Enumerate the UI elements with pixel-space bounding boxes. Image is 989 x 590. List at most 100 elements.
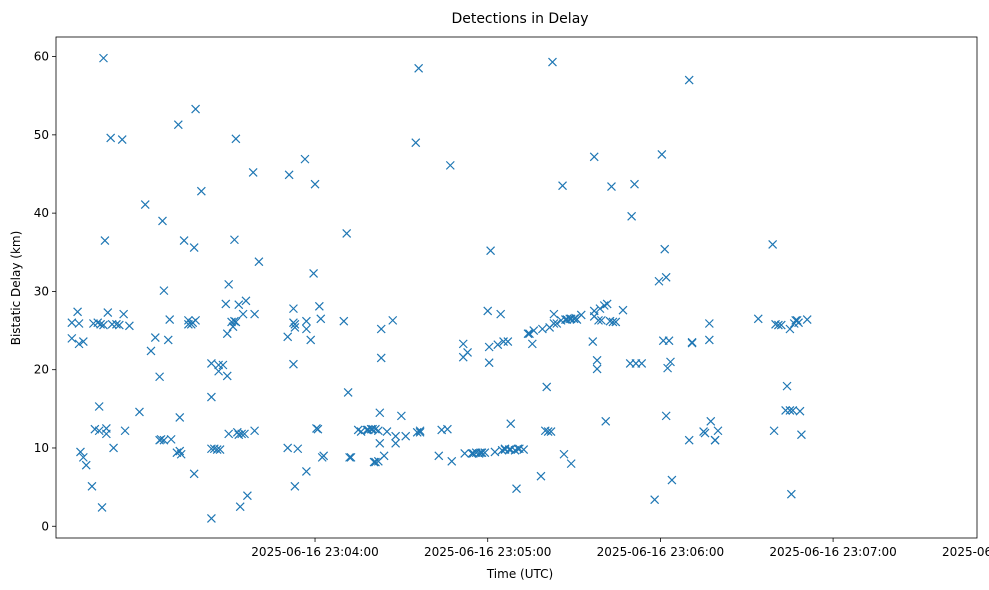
data-point — [546, 427, 556, 436]
data-point — [159, 286, 169, 296]
data-point — [687, 337, 697, 347]
data-point — [602, 299, 612, 309]
data-point — [106, 133, 116, 143]
data-point — [463, 348, 472, 357]
data-point — [76, 447, 85, 457]
data-point — [228, 322, 238, 332]
data-point — [173, 120, 183, 130]
data-point — [313, 424, 323, 434]
data-point — [608, 317, 618, 327]
data-point — [700, 428, 710, 438]
data-point — [234, 300, 244, 310]
data-point — [660, 244, 670, 254]
axes-layer: 0 10 20 30 40 50 60 2025-06-16 23:04:00 2025-06-… — [34, 50, 989, 559]
data-point — [67, 333, 77, 343]
y-axis-label: Bistatic Delay (km) — [9, 231, 23, 346]
data-point — [794, 318, 803, 328]
data-point — [87, 481, 97, 491]
data-point — [175, 446, 185, 456]
data-point — [781, 405, 791, 415]
data-point — [519, 445, 529, 454]
data-point — [618, 305, 628, 315]
data-point — [650, 495, 660, 505]
data-point — [371, 424, 380, 434]
data-point — [293, 444, 303, 454]
data-point — [552, 319, 562, 328]
data-point — [290, 319, 300, 329]
data-point — [93, 318, 103, 328]
data-point — [306, 335, 316, 345]
data-point — [542, 382, 552, 392]
data-point — [667, 475, 677, 485]
chart-title: Detections in Delay — [451, 11, 588, 27]
data-point — [222, 329, 232, 339]
data-point — [301, 324, 311, 334]
data-point — [120, 426, 130, 436]
data-point — [661, 272, 671, 282]
y-tick-label: 10 — [34, 441, 49, 455]
data-point — [559, 449, 569, 459]
x-tick-label: 2025-06-16 23:06:00 — [597, 545, 724, 559]
data-point — [356, 427, 366, 436]
data-point — [769, 426, 779, 436]
data-point — [776, 320, 786, 330]
data-point — [592, 355, 602, 365]
data-point — [248, 168, 258, 177]
y-tick-label: 30 — [34, 284, 49, 298]
data-point — [218, 360, 228, 370]
data-point — [290, 322, 300, 332]
data-point — [484, 342, 494, 352]
data-point — [486, 246, 496, 256]
data-point — [81, 460, 91, 470]
data-point — [146, 346, 156, 356]
data-point — [103, 308, 113, 317]
data-point — [497, 445, 507, 455]
data-point — [183, 315, 193, 325]
data-point — [101, 423, 111, 433]
data-point — [484, 358, 494, 368]
data-point — [289, 304, 298, 314]
data-point — [391, 431, 401, 441]
data-point — [401, 431, 411, 441]
data-point — [371, 457, 380, 467]
data-point — [627, 211, 637, 221]
data-point — [289, 359, 298, 369]
data-point — [319, 451, 329, 461]
data-point — [414, 63, 424, 73]
data-point — [589, 152, 599, 162]
data-point — [443, 424, 452, 434]
data-point — [592, 364, 602, 374]
data-point — [706, 416, 716, 426]
data-point — [549, 319, 559, 328]
data-point — [549, 309, 559, 319]
data-point — [189, 243, 199, 253]
data-point — [493, 340, 503, 350]
data-point — [663, 363, 673, 373]
data-point — [314, 301, 324, 311]
data-point — [376, 353, 386, 363]
data-point — [221, 299, 231, 309]
data-point — [179, 236, 189, 245]
data-point — [250, 309, 260, 319]
data-point — [391, 438, 401, 448]
x-tick-label: 2025-06-16 23:08:00 — [942, 545, 989, 559]
data-point — [802, 315, 812, 325]
data-point — [537, 324, 547, 334]
data-point — [284, 170, 294, 180]
data-point — [684, 435, 694, 445]
data-point — [158, 216, 167, 226]
data-point — [382, 427, 392, 436]
x-tick-label: 2025-06-16 23:05:00 — [424, 545, 551, 559]
x-tick-label: 2025-06-16 23:04:00 — [251, 545, 378, 559]
plot-frame — [55, 36, 978, 539]
data-point — [316, 314, 326, 324]
data-point — [773, 320, 783, 330]
data-point — [301, 316, 311, 326]
data-point — [654, 276, 664, 286]
data-point — [599, 301, 609, 310]
data-point — [460, 449, 470, 458]
data-point — [527, 339, 537, 349]
data-point — [503, 337, 513, 346]
y-tick-label: 40 — [34, 206, 49, 220]
data-point — [657, 149, 667, 159]
